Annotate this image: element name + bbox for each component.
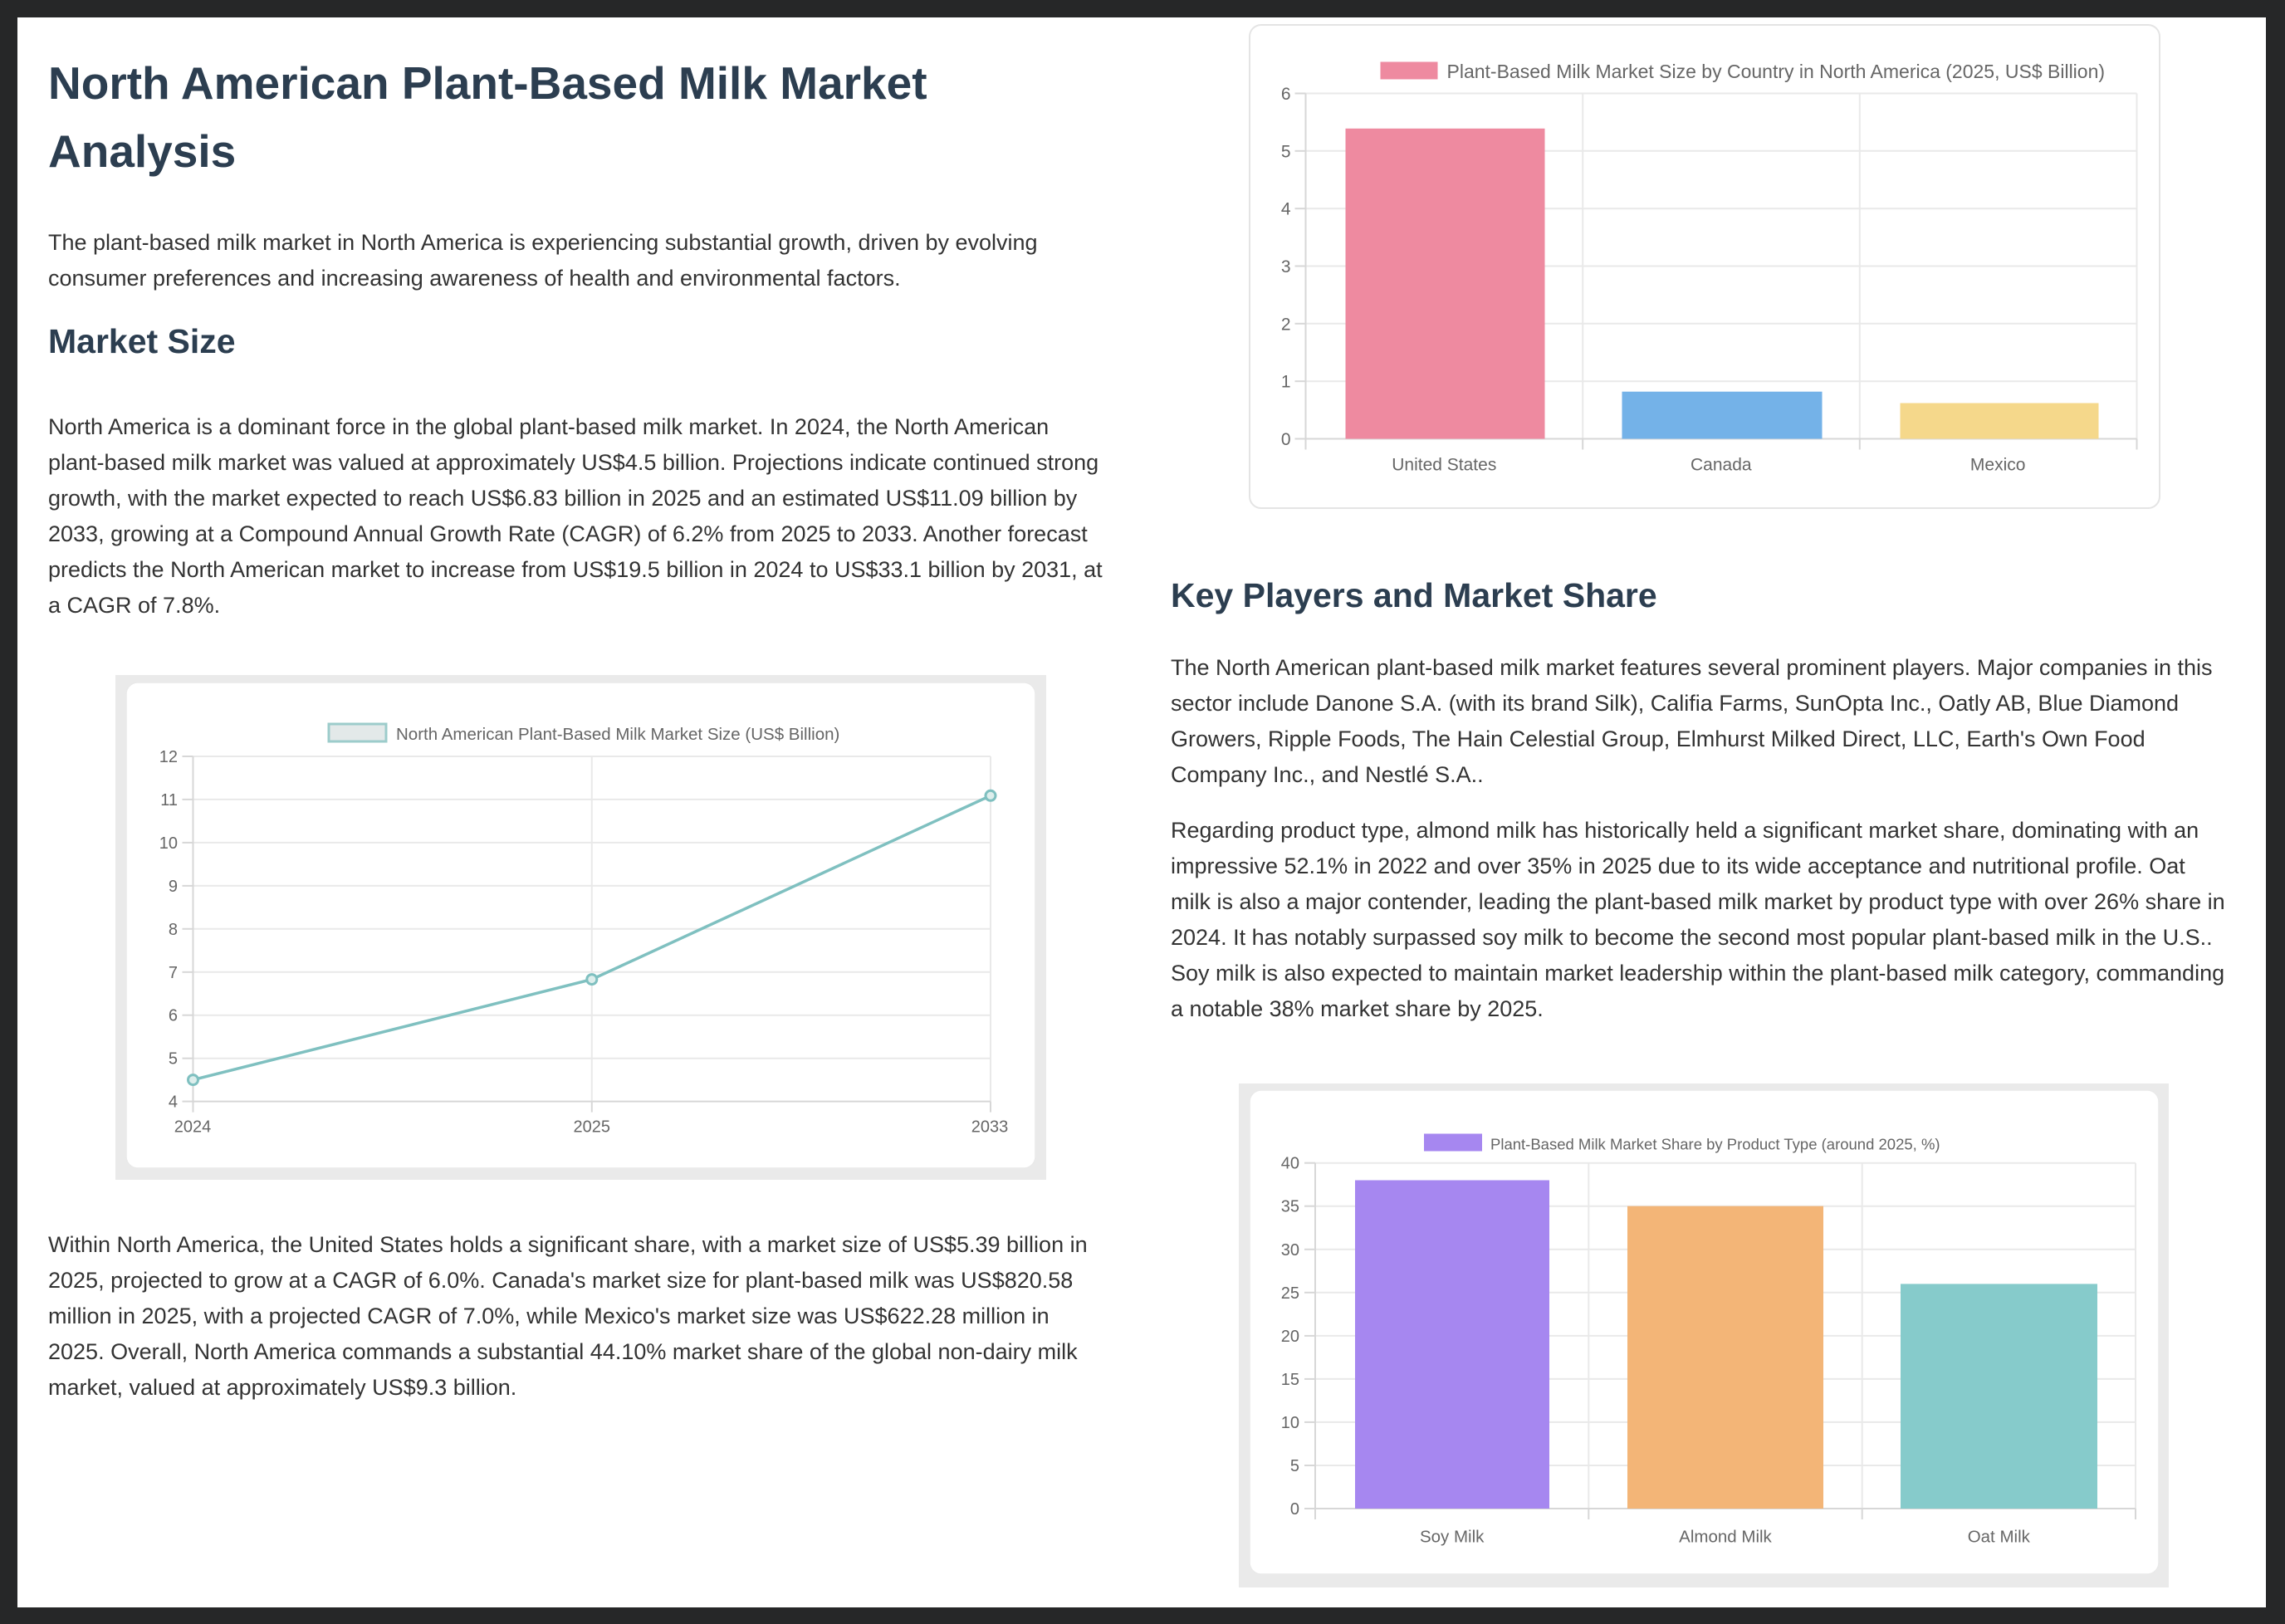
svg-text:10: 10: [159, 834, 178, 853]
svg-text:4: 4: [1280, 199, 1290, 218]
svg-text:North American Plant-Based Mil: North American Plant-Based Milk Market S…: [396, 725, 839, 744]
svg-text:15: 15: [1281, 1370, 1299, 1388]
svg-text:Almond Milk: Almond Milk: [1679, 1527, 1772, 1546]
svg-text:6: 6: [169, 1007, 178, 1025]
svg-text:0: 0: [1280, 430, 1290, 449]
svg-text:40: 40: [1281, 1154, 1299, 1172]
svg-text:10: 10: [1281, 1413, 1299, 1431]
svg-text:2: 2: [1280, 315, 1290, 334]
svg-text:Plant-Based Milk Market Size b: Plant-Based Milk Market Size by Country …: [1446, 61, 2105, 82]
svg-text:2033: 2033: [971, 1118, 1009, 1137]
svg-text:Oat Milk: Oat Milk: [1968, 1527, 2031, 1546]
svg-text:United States: United States: [1392, 455, 1496, 474]
svg-text:6: 6: [1280, 85, 1290, 104]
svg-text:11: 11: [160, 791, 178, 810]
svg-text:7: 7: [169, 964, 178, 982]
svg-text:9: 9: [169, 878, 178, 896]
svg-text:35: 35: [1281, 1197, 1299, 1216]
svg-text:Soy Milk: Soy Milk: [1420, 1527, 1485, 1546]
svg-text:Canada: Canada: [1691, 455, 1752, 474]
svg-text:3: 3: [1280, 257, 1290, 276]
svg-text:20: 20: [1281, 1327, 1299, 1345]
svg-text:Mexico: Mexico: [1969, 455, 2025, 474]
svg-text:Plant-Based Milk Market Share: Plant-Based Milk Market Share by Product…: [1490, 1135, 1940, 1152]
svg-text:2025: 2025: [574, 1118, 611, 1137]
svg-text:8: 8: [169, 921, 178, 939]
svg-text:12: 12: [159, 748, 178, 766]
svg-text:0: 0: [1290, 1500, 1299, 1519]
svg-text:25: 25: [1281, 1284, 1299, 1302]
svg-text:30: 30: [1281, 1240, 1299, 1259]
svg-text:1: 1: [1280, 372, 1290, 391]
svg-text:4: 4: [169, 1093, 178, 1112]
svg-text:5: 5: [1290, 1457, 1299, 1475]
svg-text:2024: 2024: [174, 1118, 212, 1137]
svg-text:5: 5: [169, 1050, 178, 1069]
svg-text:5: 5: [1280, 142, 1290, 161]
